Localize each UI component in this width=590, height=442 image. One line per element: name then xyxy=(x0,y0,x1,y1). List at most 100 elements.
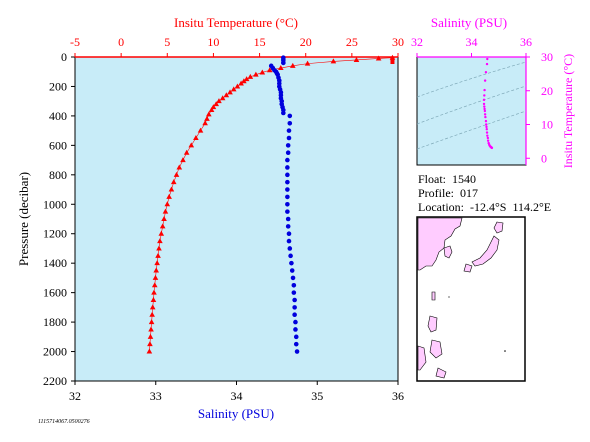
ts-point xyxy=(482,102,486,106)
temperature-point xyxy=(146,348,153,354)
temperature-point xyxy=(176,164,183,170)
temperature-point xyxy=(155,252,161,258)
pressure-tick-label: 0 xyxy=(61,50,67,64)
float-label: Float: 1540 xyxy=(418,172,477,186)
pressure-axis-title: Pressure (decibar) xyxy=(16,172,31,266)
temperature-axis-title: Insitu Temperature (°C) xyxy=(174,15,298,30)
ts-temperature-tick-label: 0 xyxy=(541,151,547,165)
ts-temperature-tick-label: 30 xyxy=(541,50,553,64)
temperature-point xyxy=(241,78,247,84)
ts-point xyxy=(485,125,488,129)
pressure-tick-label: 200 xyxy=(49,79,67,93)
temperature-point xyxy=(170,179,177,185)
salinity-point xyxy=(285,209,290,214)
map-land-hokkaido xyxy=(493,221,504,234)
location-map xyxy=(416,216,526,382)
map-land-taiwan xyxy=(431,291,436,301)
map-island-dot xyxy=(504,350,506,352)
ts-plot-area xyxy=(416,56,527,166)
salinity-series xyxy=(268,55,300,354)
temperature-point xyxy=(164,201,171,207)
temperature-point xyxy=(266,67,273,73)
pressure-tick-label: 1000 xyxy=(43,197,67,211)
temperature-point xyxy=(243,76,250,82)
salinity-point xyxy=(289,260,294,266)
map-land-mindanao xyxy=(429,339,443,359)
temperature-point xyxy=(166,193,172,199)
location-label: Location: -12.4°S 114.2°E xyxy=(418,200,552,214)
temperature-point xyxy=(149,311,155,317)
profile-chart: -5 0 5 10 15 20 25 30 32 33 34 35 36 02004006008001… xyxy=(16,15,404,421)
ts-temperature-tick-labels: 0 10 20 30 xyxy=(541,50,553,165)
density-contour xyxy=(416,61,527,98)
temperature-point xyxy=(147,341,153,347)
temperature-point xyxy=(147,333,154,339)
map-land-kyushu xyxy=(463,263,473,273)
ts-salinity-tick-labels: 32 34 36 xyxy=(411,35,532,49)
temperature-point xyxy=(234,83,241,89)
temperature-point xyxy=(206,111,212,117)
profile-axes-ticks xyxy=(71,53,399,385)
temperature-point xyxy=(158,230,165,236)
temperature-point xyxy=(204,115,210,121)
ts-point xyxy=(483,88,486,92)
map-land-honshu xyxy=(471,235,500,267)
temperature-series xyxy=(146,54,396,354)
ts-point xyxy=(485,131,489,134)
ts-point xyxy=(483,94,486,97)
ts-point xyxy=(486,139,490,142)
salinity-point xyxy=(286,128,292,133)
map-land-luzon xyxy=(427,315,438,333)
salinity-point xyxy=(285,143,291,148)
temperature-point xyxy=(152,274,159,280)
salinity-point xyxy=(294,349,300,354)
temperature-point xyxy=(219,95,226,101)
temperature-point xyxy=(289,62,296,68)
temperature-point xyxy=(208,107,215,113)
temperature-point xyxy=(153,267,160,273)
ts-point xyxy=(486,136,490,140)
map-land-celebes xyxy=(435,367,447,379)
map-island-dot xyxy=(448,296,450,298)
profile-plot-area xyxy=(74,56,399,382)
pressure-tick-labels: 0 200 400 600 800 1000 1200 1400 1600 1800 2000 220… xyxy=(43,50,67,388)
temperature-point xyxy=(150,297,157,302)
temperature-point xyxy=(161,216,167,221)
temperature-point xyxy=(151,289,157,295)
salinity-point xyxy=(285,224,291,229)
salinity-point xyxy=(285,201,290,207)
ts-temperature-tick-label: 20 xyxy=(541,84,553,98)
map-land-asia xyxy=(417,217,463,271)
temperature-point xyxy=(156,245,162,251)
salinity-point xyxy=(285,187,290,192)
salinity-point xyxy=(291,290,297,295)
ts-salinity-axis-title: Salinity (PSU) xyxy=(431,15,507,30)
density-contour xyxy=(416,85,527,125)
ts-point xyxy=(483,113,487,116)
ts-point xyxy=(483,109,487,113)
pressure-tick-label: 800 xyxy=(49,168,67,182)
salinity-point xyxy=(285,157,290,163)
salinity-tick-label: 35 xyxy=(311,389,323,403)
salinity-point xyxy=(285,172,290,178)
temperature-tick-label: -5 xyxy=(70,35,80,49)
temperature-point xyxy=(259,69,266,75)
ts-point xyxy=(485,62,489,66)
salinity-point xyxy=(287,120,293,126)
temperature-point xyxy=(168,186,175,192)
temperature-point xyxy=(183,149,190,155)
temperature-tick-label: 30 xyxy=(392,35,404,49)
salinity-point xyxy=(285,216,291,222)
salinity-point xyxy=(288,253,293,259)
temperature-point xyxy=(159,223,166,229)
salinity-point xyxy=(289,268,295,273)
salinity-surface-marker xyxy=(281,57,286,64)
ts-point xyxy=(490,146,494,150)
temperature-point xyxy=(148,319,155,325)
temperature-point xyxy=(180,157,186,163)
salinity-point xyxy=(287,246,293,251)
salinity-tick-label: 34 xyxy=(231,389,243,403)
temperature-point xyxy=(157,238,163,244)
temperature-point xyxy=(353,56,360,62)
